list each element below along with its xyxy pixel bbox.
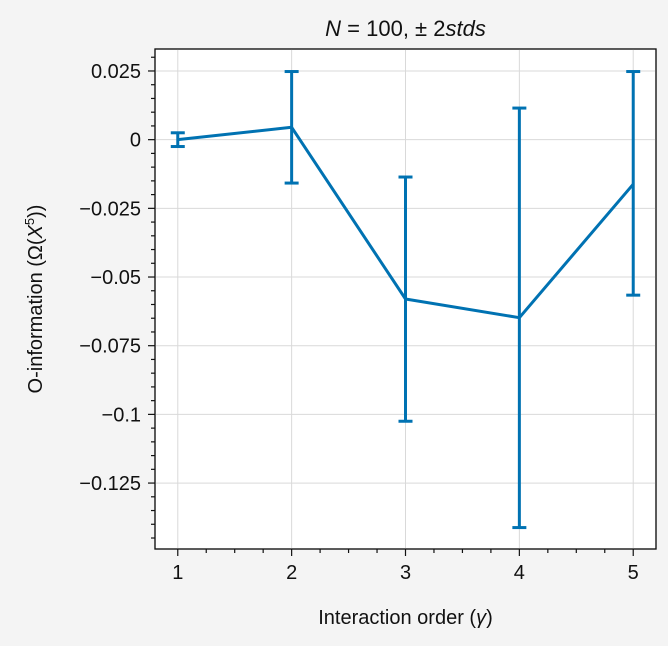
y-tick-label: −0.075 <box>79 336 141 358</box>
y-axis-label: O-information (Ω(X5)) <box>22 205 47 394</box>
x-axis-label: Interaction order (γ) <box>318 607 493 629</box>
title-var: N <box>325 16 341 41</box>
x-tick-label: 5 <box>628 562 639 584</box>
x-tick-label: 4 <box>514 562 525 584</box>
xlabel-sym: γ <box>476 607 487 629</box>
title-suffix: stds <box>445 16 485 41</box>
ylabel-sym: X <box>25 224 47 239</box>
y-tick-label: −0.1 <box>102 404 141 426</box>
y-tick-label: −0.025 <box>79 198 141 220</box>
x-tick-label: 1 <box>172 562 183 584</box>
x-tick-label: 2 <box>286 562 297 584</box>
xlabel-close: ) <box>486 607 493 629</box>
y-tick-label: 0 <box>130 130 141 152</box>
x-tick-labels: 1 2 3 4 5 <box>172 562 639 584</box>
y-tick-label: −0.125 <box>79 473 141 495</box>
ylabel-main: O-information (Ω( <box>25 238 47 393</box>
minor-ticks <box>151 56 606 553</box>
series-layer <box>170 70 641 530</box>
plot-frame <box>154 48 657 550</box>
major-ticks <box>148 70 634 556</box>
xlabel-main: Interaction order ( <box>318 607 476 629</box>
ylabel-close: )) <box>25 205 47 218</box>
chart-title: N = 100, ± 2stds <box>325 16 486 41</box>
x-tick-label: 3 <box>400 562 411 584</box>
y-tick-label: 0.025 <box>91 61 141 83</box>
title-eq: = 100, ± 2 <box>341 16 445 41</box>
y-tick-labels: 0.025 0 −0.025 −0.05 −0.075 −0.1 −0.125 <box>79 61 141 495</box>
y-tick-label: −0.05 <box>90 267 141 289</box>
ylabel-sup: 5 <box>22 218 37 225</box>
